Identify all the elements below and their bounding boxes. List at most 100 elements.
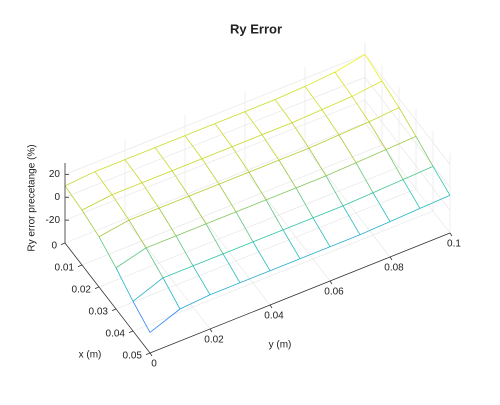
y-tick	[209, 328, 213, 333]
mesh-edge	[308, 134, 340, 149]
mesh-edge	[312, 217, 331, 247]
mesh-edge	[149, 308, 181, 333]
mesh-edge	[128, 207, 160, 221]
mesh-edge	[192, 265, 211, 295]
x-tick-label: 0.03	[89, 307, 109, 318]
mesh-edge	[342, 192, 374, 207]
mesh-edge	[141, 182, 160, 209]
mesh-edge	[355, 149, 387, 164]
grid-line	[64, 99, 366, 221]
x-tick	[145, 352, 151, 355]
x-tick	[94, 286, 100, 289]
x-tick	[77, 264, 83, 267]
mesh-edge	[304, 86, 323, 110]
mesh-edge	[94, 171, 113, 195]
mesh-edge	[132, 277, 164, 302]
y-tick	[149, 352, 153, 357]
mesh-edge	[222, 241, 254, 255]
mesh-edge	[364, 54, 383, 82]
grid-line	[64, 122, 366, 244]
x-tick-label: 0.05	[123, 351, 143, 362]
mesh-edge	[124, 147, 156, 160]
mesh-edge	[278, 147, 310, 161]
y-tick-label: 0.02	[204, 335, 224, 346]
y-tick-label: 0.08	[384, 263, 404, 274]
mesh-edge	[192, 253, 224, 267]
x-tick	[111, 308, 117, 311]
mesh-edge	[132, 301, 151, 333]
mesh-edge	[252, 241, 271, 271]
mesh-edge	[141, 170, 173, 184]
mesh-edge	[162, 277, 181, 310]
grid-line	[64, 77, 366, 198]
mesh-edge	[385, 136, 417, 150]
mesh-edge	[342, 205, 361, 235]
mesh-edge	[248, 171, 267, 201]
mesh-edge	[188, 183, 220, 197]
mesh-edge	[98, 236, 117, 269]
mesh-edge	[248, 159, 280, 173]
mesh-edge	[81, 194, 113, 211]
x-axis-label: x (m)	[79, 350, 102, 361]
mesh-edge	[278, 159, 297, 189]
y-tick-label: 0.04	[264, 311, 284, 322]
mesh-edge	[372, 179, 404, 194]
mesh-edge	[269, 258, 301, 272]
mesh-edge	[402, 166, 434, 180]
x-axis	[64, 242, 151, 354]
mesh-edge	[372, 192, 391, 222]
mesh-edge	[321, 109, 340, 136]
mesh-edge	[338, 134, 357, 163]
z-tick-label: 20	[49, 169, 61, 180]
mesh-edge	[175, 235, 194, 267]
mesh-edge	[231, 146, 250, 173]
mesh-edge	[299, 246, 331, 260]
grid-line	[364, 54, 451, 165]
mesh-edge	[432, 166, 451, 196]
mesh-edge	[325, 175, 344, 207]
mesh-edge	[179, 294, 211, 310]
chart-title: Ry Error	[230, 21, 282, 36]
mesh-edge	[111, 194, 130, 221]
mesh-edge	[158, 207, 177, 237]
mesh-edge	[334, 71, 353, 97]
mesh-edge	[115, 267, 134, 302]
mesh-edge	[188, 195, 207, 225]
mesh-edge	[171, 170, 190, 197]
mesh-edge	[385, 149, 404, 180]
mesh-edge	[98, 219, 130, 238]
x-tick-label: 0.04	[106, 329, 126, 340]
mesh-edge	[359, 221, 391, 236]
mesh-edge	[308, 147, 327, 177]
mesh-edge	[351, 96, 370, 123]
grid-line	[98, 166, 400, 288]
grid-line	[244, 170, 331, 282]
mesh-edge	[235, 199, 267, 213]
mesh-edge	[128, 219, 147, 249]
mesh-edge	[244, 111, 263, 135]
mesh-edge	[265, 199, 284, 231]
grid-line	[64, 54, 366, 175]
mesh-edge	[321, 96, 353, 110]
x-tick	[128, 330, 134, 333]
mesh-edge	[282, 229, 301, 259]
mesh-edge	[291, 109, 323, 124]
mesh-edge	[282, 217, 314, 231]
mesh-edge	[274, 86, 306, 100]
grid-line	[132, 210, 434, 332]
mesh-edge	[368, 107, 400, 123]
grid-line	[115, 188, 417, 310]
mesh-edge	[325, 162, 357, 177]
mesh-edge	[214, 111, 246, 124]
mesh-edge	[274, 99, 293, 123]
mesh-edge	[145, 247, 164, 279]
mesh-edge	[261, 122, 293, 136]
mesh-edge	[419, 194, 451, 209]
mesh-edge	[205, 223, 224, 255]
mesh-edge	[334, 54, 366, 73]
mesh-edge	[222, 253, 241, 283]
mesh-edge	[402, 179, 421, 209]
y-tick-label: 0.1	[447, 239, 461, 250]
y-tick	[269, 304, 273, 309]
